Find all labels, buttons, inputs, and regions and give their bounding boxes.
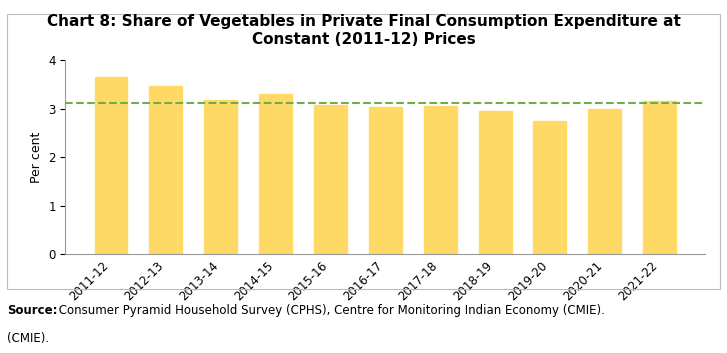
Bar bbox=[204, 100, 237, 254]
Text: Consumer Pyramid Household Survey (CPHS), Centre for Monitoring Indian Economy (: Consumer Pyramid Household Survey (CPHS)… bbox=[55, 304, 604, 317]
Bar bbox=[369, 107, 402, 254]
Bar bbox=[588, 108, 622, 254]
Text: Source:: Source: bbox=[7, 304, 57, 317]
Text: (CMIE).: (CMIE). bbox=[7, 332, 49, 345]
Bar bbox=[95, 77, 127, 254]
Bar bbox=[424, 106, 457, 254]
Bar bbox=[259, 94, 292, 254]
Y-axis label: Per cent: Per cent bbox=[30, 131, 43, 183]
Bar bbox=[149, 86, 182, 254]
Bar bbox=[478, 111, 512, 254]
Bar bbox=[643, 101, 676, 254]
Text: Chart 8: Share of Vegetables in Private Final Consumption Expenditure at
Constan: Chart 8: Share of Vegetables in Private … bbox=[47, 14, 680, 47]
Bar bbox=[314, 105, 347, 254]
Bar bbox=[534, 121, 566, 254]
